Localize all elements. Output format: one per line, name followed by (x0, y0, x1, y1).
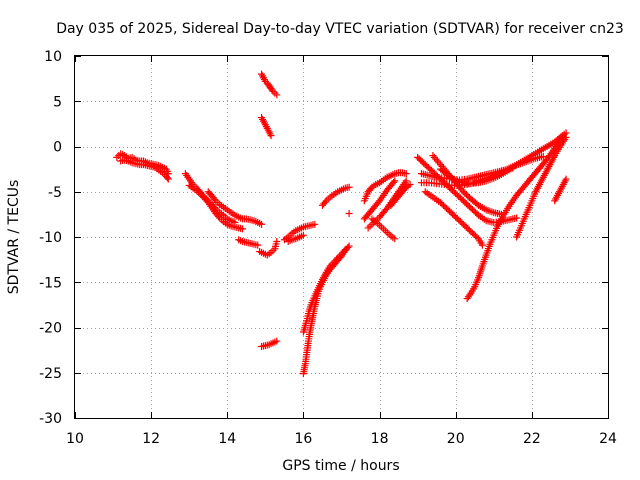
x-tick-label: 12 (142, 431, 160, 447)
data-track (421, 188, 486, 249)
data-point (164, 175, 172, 183)
y-tick-label: 5 (53, 94, 62, 110)
data-point (402, 177, 410, 185)
data-point (345, 209, 353, 217)
data-track (117, 156, 172, 183)
y-tick-label: 0 (53, 140, 62, 156)
x-axis-tick-labels: 10 12 14 16 18 20 22 24 (66, 431, 617, 447)
x-tick-label: 18 (371, 431, 389, 447)
data-point (163, 174, 171, 182)
data-point (562, 133, 570, 141)
data-track (368, 215, 399, 243)
plot-frame (74, 55, 609, 419)
data-point (311, 220, 319, 228)
data-point (254, 241, 262, 249)
y-tick-label: -25 (39, 366, 62, 382)
x-tick-label: 14 (218, 431, 236, 447)
data-track (280, 220, 319, 244)
y-tick-label: -10 (39, 230, 62, 246)
data-point (321, 198, 329, 206)
y-tick-label: -20 (39, 321, 62, 337)
x-tick-label: 24 (599, 431, 617, 447)
y-tick-label: -15 (39, 275, 62, 291)
data-point (390, 178, 398, 186)
data-point (391, 235, 399, 243)
y-tick-label: -5 (48, 185, 62, 201)
data-track (360, 177, 399, 223)
data-track (513, 133, 570, 241)
data-track (258, 337, 281, 351)
data-track (284, 231, 307, 246)
data-point (273, 91, 281, 99)
x-axis-title: GPS time / hours (282, 458, 399, 474)
y-tick-label: -30 (39, 411, 62, 427)
data-track (299, 246, 349, 336)
data-point (211, 195, 219, 203)
data-track (235, 236, 262, 249)
x-tick-label: 16 (295, 431, 313, 447)
data-track (436, 129, 570, 188)
data-point (341, 246, 349, 254)
data-track (387, 181, 414, 209)
data-point (406, 181, 414, 189)
y-axis-tick-labels: 10 5 0 -5 -10 -15 -20 -25 -30 (39, 49, 62, 427)
chart-title: Day 035 of 2025, Sidereal Day-to-day VTE… (56, 21, 624, 37)
x-tick-label: 10 (66, 431, 84, 447)
data-track (258, 70, 281, 99)
data-point (258, 220, 266, 228)
axis-ticks (75, 56, 609, 419)
data-point (539, 152, 547, 160)
data-point (402, 170, 410, 178)
data-point (345, 183, 353, 191)
data-track (360, 169, 410, 205)
data-points (113, 70, 570, 378)
data-point (478, 241, 486, 249)
data-track (551, 175, 570, 205)
data-track (185, 181, 247, 233)
data-point (562, 175, 570, 183)
y-axis-title: SDTVAR / TECUs (6, 180, 22, 295)
data-track (258, 114, 275, 140)
y-tick-label: 10 (44, 49, 62, 65)
data-point (239, 225, 247, 233)
data-point (273, 337, 281, 345)
data-point (391, 177, 399, 185)
data-point (340, 247, 348, 255)
data-point (299, 231, 307, 239)
data-point (214, 212, 222, 220)
data-track (204, 188, 266, 228)
x-tick-label: 20 (447, 431, 465, 447)
x-tick-label: 22 (523, 431, 541, 447)
data-point (273, 238, 281, 246)
data-track (256, 238, 281, 259)
data-track (345, 209, 353, 217)
data-point (473, 233, 481, 241)
data-point (332, 255, 340, 263)
data-point (345, 242, 353, 250)
data-point (513, 214, 521, 222)
data-track (318, 183, 353, 209)
data-point (267, 132, 275, 140)
